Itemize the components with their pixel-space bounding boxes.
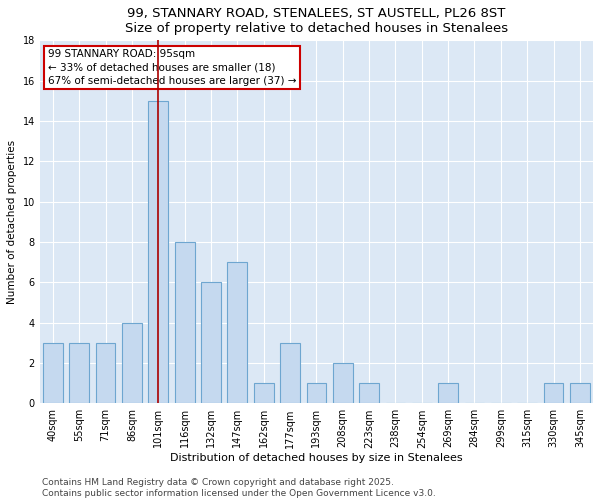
- Text: Contains HM Land Registry data © Crown copyright and database right 2025.
Contai: Contains HM Land Registry data © Crown c…: [42, 478, 436, 498]
- Text: 99 STANNARY ROAD: 95sqm
← 33% of detached houses are smaller (18)
67% of semi-de: 99 STANNARY ROAD: 95sqm ← 33% of detache…: [48, 50, 296, 86]
- Bar: [43, 343, 63, 404]
- Bar: [544, 383, 563, 404]
- Bar: [122, 322, 142, 404]
- Y-axis label: Number of detached properties: Number of detached properties: [7, 140, 17, 304]
- X-axis label: Distribution of detached houses by size in Stenalees: Distribution of detached houses by size …: [170, 453, 463, 463]
- Bar: [280, 343, 300, 404]
- Bar: [148, 101, 168, 404]
- Bar: [254, 383, 274, 404]
- Bar: [70, 343, 89, 404]
- Bar: [570, 383, 590, 404]
- Bar: [333, 363, 353, 404]
- Title: 99, STANNARY ROAD, STENALEES, ST AUSTELL, PL26 8ST
Size of property relative to : 99, STANNARY ROAD, STENALEES, ST AUSTELL…: [125, 7, 508, 35]
- Bar: [307, 383, 326, 404]
- Bar: [438, 383, 458, 404]
- Bar: [227, 262, 247, 404]
- Bar: [201, 282, 221, 404]
- Bar: [175, 242, 194, 404]
- Bar: [359, 383, 379, 404]
- Bar: [96, 343, 115, 404]
